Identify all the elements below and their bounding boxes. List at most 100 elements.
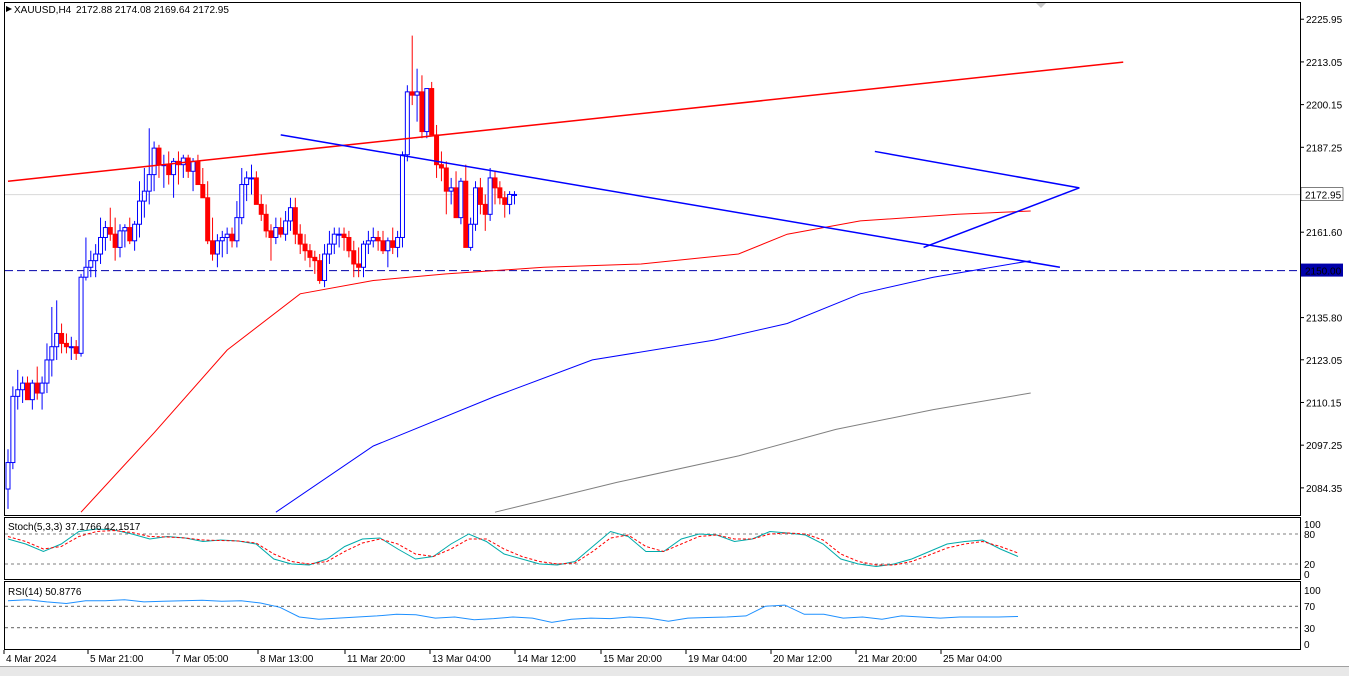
candle [302, 243, 308, 252]
ohlc-readout: 2172.88 2174.08 2169.64 2172.95 [76, 5, 229, 16]
candle [88, 260, 94, 268]
time-tick-label: 5 Mar 21:00 [90, 654, 144, 665]
candle [390, 240, 396, 248]
candle [278, 227, 284, 235]
chart-tabs-bar[interactable] [0, 666, 1349, 676]
rsi-line [7, 599, 1019, 623]
candle [44, 359, 50, 384]
price-tick-label: 2200.15 [1306, 101, 1343, 112]
candle [287, 207, 293, 222]
price-tick-label: 2110.15 [1306, 398, 1342, 409]
candle [473, 187, 479, 225]
signal-line [7, 529, 1019, 566]
current-price-label: 2172.95 [1305, 191, 1342, 202]
price-tick-label: 2123.05 [1306, 356, 1343, 367]
candle [166, 164, 172, 176]
candle [156, 147, 162, 166]
time-tick-label: 13 Mar 04:00 [432, 654, 491, 665]
price-tick-label: 2225.95 [1306, 15, 1343, 26]
candle [234, 217, 240, 242]
candle [195, 160, 201, 186]
time-tick-label: 7 Mar 05:00 [175, 654, 229, 665]
candle [463, 180, 469, 248]
candle [244, 177, 250, 186]
candle [117, 230, 123, 248]
candle [253, 177, 259, 205]
price-tick-label: 2187.25 [1306, 143, 1343, 154]
candle [322, 253, 328, 282]
candle [443, 167, 449, 192]
stoch-label: Stoch(5,3,3) 37.1766 42.1517 [8, 522, 141, 533]
candle [468, 223, 474, 248]
oscillator-tick-label: 70 [1304, 602, 1316, 613]
candle [210, 240, 216, 255]
candle [54, 332, 60, 348]
candle [132, 223, 138, 242]
candle [185, 157, 191, 172]
candle [258, 203, 264, 215]
candle [482, 203, 488, 215]
candle [361, 243, 367, 268]
shift-marker-icon[interactable] [1036, 3, 1046, 8]
candle [102, 227, 108, 238]
candle [331, 233, 337, 245]
time-tick-label: 8 Mar 13:00 [260, 654, 314, 665]
candle [438, 164, 444, 169]
candle [107, 227, 113, 235]
candle [136, 200, 142, 225]
candle [375, 236, 381, 242]
candle [351, 250, 357, 265]
candle [380, 240, 386, 252]
main-panel [4, 2, 1301, 516]
candle [78, 276, 84, 354]
candle [190, 160, 196, 172]
price-tick-label: 2097.25 [1306, 441, 1343, 452]
candle [326, 243, 332, 255]
time-tick-label: 19 Mar 04:00 [688, 654, 747, 665]
candle [317, 260, 323, 282]
candle [24, 382, 30, 401]
support-price-label: 2150.00 [1305, 267, 1342, 278]
candle [365, 240, 371, 245]
candle [453, 187, 459, 219]
candle [205, 197, 211, 242]
time-tick-label: 20 Mar 12:00 [773, 654, 832, 665]
trendline [7, 61, 1124, 182]
candle [409, 91, 415, 96]
candle [83, 266, 89, 278]
candle [239, 184, 245, 219]
candle [507, 193, 513, 205]
candle [312, 256, 318, 262]
time-tick-label: 14 Mar 12:00 [517, 654, 576, 665]
candle [73, 346, 79, 354]
candle [370, 236, 376, 242]
candle [487, 177, 493, 215]
oscillator-tick-label: 30 [1304, 624, 1316, 635]
candle [171, 160, 177, 176]
ma-slow-line [494, 392, 1031, 513]
ma-mid-line [275, 260, 1031, 513]
candle [502, 197, 508, 205]
trendline [923, 187, 1080, 249]
price-tick-label: 2161.60 [1306, 228, 1343, 239]
price-tick-label: 2084.35 [1306, 484, 1343, 495]
candle [492, 177, 498, 189]
candle [414, 91, 420, 96]
oscillator-tick-label: 20 [1304, 560, 1316, 571]
candle [273, 227, 279, 238]
candle [29, 382, 35, 401]
candle [219, 236, 225, 242]
candle [477, 187, 483, 205]
candle [385, 240, 391, 252]
candle [458, 180, 464, 219]
candle [122, 227, 128, 232]
candle [200, 184, 206, 199]
candle [10, 395, 16, 464]
main-line [7, 528, 1019, 568]
candle [336, 233, 342, 236]
oscillator-tick-label: 100 [1304, 520, 1321, 531]
candle [263, 213, 269, 232]
candle [434, 134, 440, 166]
candle [63, 342, 69, 348]
